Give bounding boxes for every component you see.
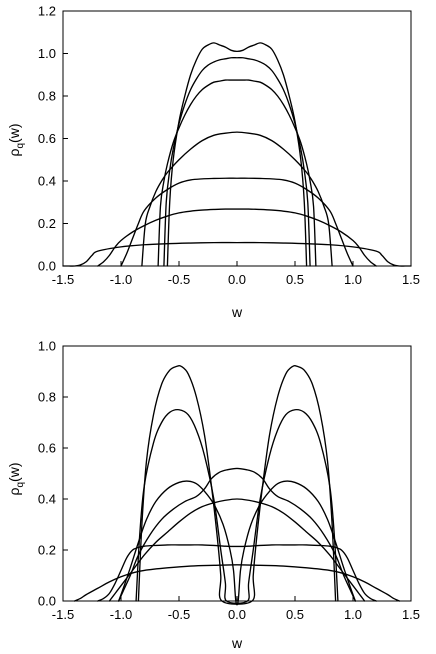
- y-tick-label: 0.2: [38, 543, 56, 558]
- series-curve-1: [166, 42, 308, 267]
- series-curve-6: [73, 564, 401, 602]
- chart-marks: [73, 364, 401, 606]
- series-curve-7: [62, 241, 412, 267]
- x-tick-label: 0.0: [228, 607, 246, 622]
- y-axis-label-subscript: q: [15, 482, 26, 488]
- x-tick-label: -1.5: [52, 607, 74, 622]
- series-curve-5: [120, 177, 354, 267]
- series-curve-7: [97, 544, 377, 602]
- y-tick-label: 0.8: [38, 89, 56, 104]
- x-tick-label: 1.5: [402, 272, 420, 287]
- x-axis-label: w: [231, 304, 243, 320]
- y-tick-label: 1.0: [38, 46, 56, 61]
- x-tick-label: -1.5: [52, 272, 74, 287]
- y-axis-label-argument: (w): [6, 463, 22, 482]
- plot-frame: [62, 10, 412, 267]
- series-curve-3: [157, 79, 317, 267]
- plot-frame: [62, 345, 412, 602]
- y-tick-label: 0.0: [38, 259, 56, 274]
- y-axis-label-symbol: ρ: [6, 487, 22, 495]
- y-tick-label: 0.0: [38, 594, 56, 609]
- chart-marks: [62, 42, 412, 267]
- series-curve-6: [97, 208, 377, 267]
- x-tick-label: 0.5: [286, 607, 304, 622]
- y-tick-label: 1.2: [38, 4, 56, 19]
- y-tick-label: 0.6: [38, 441, 56, 456]
- x-tick-label: -1.0: [110, 272, 132, 287]
- series-curve-4: [141, 131, 333, 267]
- x-tick-label: 1.0: [344, 607, 362, 622]
- chart-top: -1.5 -1.0 -0.5 0.0 0.5 1.0 1.5 0.0 0.2 0.4 0.6 0.8 1…: [6, 4, 420, 321]
- y-axis-label: ρq(w): [6, 463, 26, 496]
- x-tick-label: 0.0: [228, 272, 246, 287]
- chart-ticks: -1.5 -1.0 -0.5 0.0 0.5 1.0 1.5 0.0 0.2 0.4 0.6 0.8 1…: [38, 4, 420, 288]
- y-axis-label-symbol: ρ: [6, 148, 22, 156]
- x-tick-label: 1.5: [402, 607, 420, 622]
- x-axis-label: w: [231, 635, 243, 651]
- series-curve-2: [163, 56, 311, 267]
- y-axis-label: ρq(w): [6, 124, 26, 157]
- series-curve-5: [108, 498, 366, 602]
- series-curve-4: [118, 467, 356, 602]
- y-tick-label: 0.4: [38, 492, 56, 507]
- series-curve-3: [118, 480, 356, 606]
- y-tick-label: 0.2: [38, 216, 56, 231]
- x-tick-label: -0.5: [168, 607, 190, 622]
- y-tick-label: 0.8: [38, 390, 56, 405]
- series-curve-2: [135, 408, 339, 604]
- chart-bottom: -1.5 -1.0 -0.5 0.0 0.5 1.0 1.5 0.0 0.2 0.4 0.6 0.8 1…: [6, 339, 420, 652]
- x-tick-label: -0.5: [168, 272, 190, 287]
- x-tick-label: 0.5: [286, 272, 304, 287]
- y-axis-label-argument: (w): [6, 124, 22, 143]
- y-tick-label: 0.4: [38, 174, 56, 189]
- y-tick-label: 0.6: [38, 131, 56, 146]
- y-axis-label-subscript: q: [15, 143, 26, 149]
- x-tick-label: -1.0: [110, 607, 132, 622]
- chart-ticks: -1.5 -1.0 -0.5 0.0 0.5 1.0 1.5 0.0 0.2 0.4 0.6 0.8 1…: [38, 339, 420, 623]
- x-tick-label: 1.0: [344, 272, 362, 287]
- y-tick-label: 1.0: [38, 339, 56, 354]
